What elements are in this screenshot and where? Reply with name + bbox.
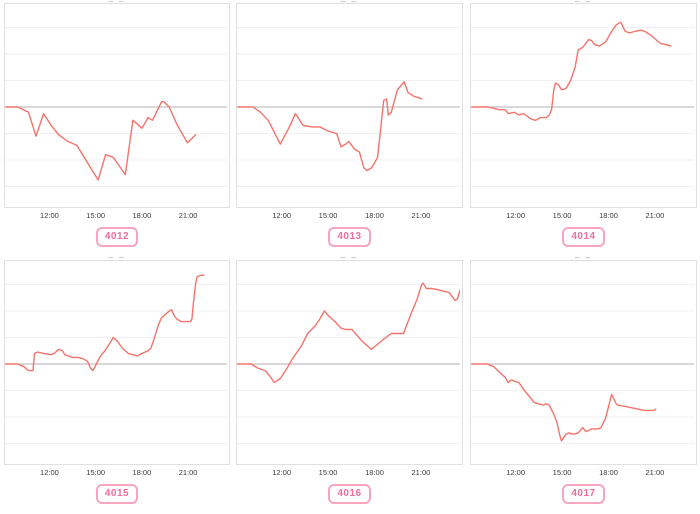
series-line [5, 100, 197, 181]
x-tick-15: 15:00 [552, 468, 572, 477]
chart-cell-4015: _ _ 12:00 15:00 18:00 21:00 4015 [4, 256, 230, 512]
chart-cell-4016: _ _ 12:00 15:00 18:00 21:00 4016 [236, 256, 463, 512]
x-tick-12: 12:00 [40, 211, 59, 220]
chart-cell-4012: _ _ 12:00 15:00 18:00 21:00 4012 [4, 0, 230, 255]
sparkline-svg [5, 27, 227, 187]
clipped-title-text: _ _ [4, 256, 230, 259]
x-tick-21: 21:00 [178, 468, 198, 477]
sparkline-plot-4015[interactable] [4, 260, 230, 465]
clipped-title-text: _ _ [4, 0, 230, 3]
clipped-chart-title: _ _ [470, 256, 697, 260]
chart-row-top: _ _ 12:00 15:00 18:00 21:00 4012 _ _ 12:… [0, 0, 697, 255]
station-badge-4013[interactable]: 4013 [328, 227, 371, 247]
x-tick-18: 18:00 [365, 468, 384, 477]
sparkline-svg [237, 282, 460, 444]
x-axis-ticks: 12:00 15:00 18:00 21:00 [236, 465, 463, 479]
sparkline-plot-4014[interactable] [470, 3, 697, 208]
badge-row: 4013 [236, 222, 463, 255]
x-tick-18: 18:00 [365, 211, 384, 220]
series-line [237, 282, 460, 384]
x-axis-ticks: 12:00 15:00 18:00 21:00 [236, 208, 463, 222]
x-tick-18: 18:00 [132, 211, 152, 220]
station-badge-4016[interactable]: 4016 [328, 484, 371, 504]
x-tick-12: 12:00 [272, 468, 292, 477]
x-tick-21: 21:00 [645, 211, 665, 220]
clipped-chart-title: _ _ [470, 0, 697, 3]
series-line [471, 363, 657, 442]
badge-row: 4012 [4, 222, 230, 255]
badge-row: 4015 [4, 479, 230, 512]
x-tick-15: 15:00 [86, 468, 106, 477]
badge-row: 4014 [470, 222, 697, 255]
station-badge-4012[interactable]: 4012 [95, 227, 139, 247]
station-badge-4014[interactable]: 4014 [562, 227, 605, 247]
x-tick-21: 21:00 [178, 211, 198, 220]
sparkline-svg [471, 21, 694, 187]
clipped-title-text: _ _ [236, 256, 463, 259]
sparkline-svg [237, 27, 460, 187]
x-tick-12: 12:00 [506, 468, 526, 477]
clipped-title-text: _ _ [470, 256, 697, 259]
x-tick-15: 15:00 [86, 211, 106, 220]
x-tick-15: 15:00 [552, 211, 572, 220]
x-tick-21: 21:00 [411, 468, 431, 477]
sparkline-svg [471, 284, 694, 444]
sparkline-plot-4017[interactable] [470, 260, 697, 465]
x-tick-12: 12:00 [506, 211, 526, 220]
x-axis-ticks: 12:00 15:00 18:00 21:00 [470, 465, 697, 479]
clipped-title-text: _ _ [470, 0, 697, 3]
x-tick-18: 18:00 [132, 468, 152, 477]
clipped-chart-title: _ _ [4, 0, 230, 3]
sparkline-svg [5, 274, 227, 444]
x-tick-21: 21:00 [645, 468, 665, 477]
chart-cell-4017: _ _ 12:00 15:00 18:00 21:00 4017 [470, 256, 697, 512]
x-tick-12: 12:00 [272, 211, 292, 220]
chart-row-bottom: _ _ 12:00 15:00 18:00 21:00 4015 _ _ 12:… [0, 256, 697, 512]
x-tick-15: 15:00 [318, 468, 338, 477]
x-tick-15: 15:00 [318, 211, 338, 220]
x-tick-18: 18:00 [599, 468, 618, 477]
series-line [471, 21, 672, 122]
x-axis-ticks: 12:00 15:00 18:00 21:00 [470, 208, 697, 222]
series-line [237, 81, 423, 172]
badge-row: 4017 [470, 479, 697, 512]
station-badge-4017[interactable]: 4017 [562, 484, 605, 504]
badge-row: 4016 [236, 479, 463, 512]
sparkline-plot-4013[interactable] [236, 3, 463, 208]
sparkline-plot-4016[interactable] [236, 260, 463, 465]
clipped-chart-title: _ _ [236, 0, 463, 3]
clipped-title-text: _ _ [236, 0, 463, 3]
chart-cell-4013: _ _ 12:00 15:00 18:00 21:00 4013 [236, 0, 463, 255]
x-tick-18: 18:00 [599, 211, 618, 220]
x-axis-ticks: 12:00 15:00 18:00 21:00 [4, 208, 230, 222]
x-tick-12: 12:00 [40, 468, 59, 477]
clipped-chart-title: _ _ [4, 256, 230, 260]
station-badge-4015[interactable]: 4015 [95, 484, 139, 504]
series-line [5, 274, 205, 372]
sparkline-plot-4012[interactable] [4, 3, 230, 208]
clipped-chart-title: _ _ [236, 256, 463, 260]
chart-cell-4014: _ _ 12:00 15:00 18:00 21:00 4014 [470, 0, 697, 255]
x-tick-21: 21:00 [411, 211, 431, 220]
x-axis-ticks: 12:00 15:00 18:00 21:00 [4, 465, 230, 479]
